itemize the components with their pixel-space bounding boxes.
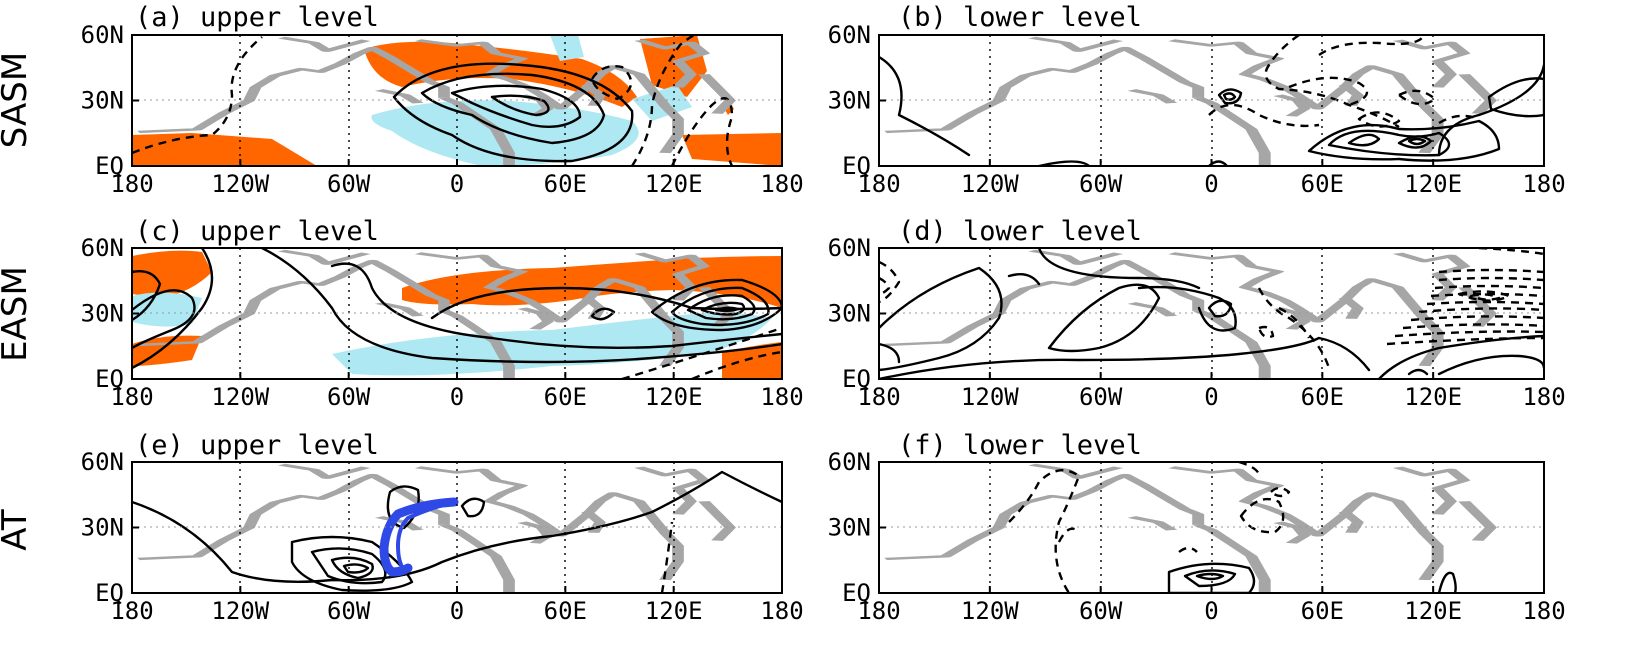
lat-tick-label: 60N [828, 448, 871, 476]
lon-tick-label: 60E [1301, 170, 1344, 198]
lon-tick-label: 180 [760, 383, 803, 411]
lat-tick-label: 60N [81, 234, 124, 262]
trajectory-path-inner [395, 500, 456, 572]
lat-tick-label: 60N [81, 448, 124, 476]
lon-tick-label: 0 [1204, 170, 1218, 198]
lat-tick-label: 60N [81, 21, 124, 49]
gridlines [132, 462, 782, 593]
lon-tick-label: 60E [1301, 383, 1344, 411]
row-label-sasm: SASM [0, 52, 35, 148]
lon-tick-label: 180 [1522, 170, 1565, 198]
lat-tick-label: EQ [95, 152, 124, 180]
lon-tick-label: 120E [645, 383, 703, 411]
panel-title-a: (a) upper level [135, 2, 379, 33]
contours [879, 248, 1544, 379]
lon-tick-label: 60E [544, 170, 587, 198]
lon-tick-label: 180 [1522, 597, 1565, 625]
lon-tick-label: 180 [857, 597, 900, 625]
lon-tick-label: 120W [211, 597, 269, 625]
lat-tick-label: 30N [828, 514, 871, 542]
panel-title-c: (c) upper level [135, 216, 379, 247]
lat-tick-label: EQ [842, 579, 871, 607]
gridlines [879, 248, 1544, 379]
coastlines [139, 465, 731, 593]
lon-tick-label: 180 [857, 170, 900, 198]
gridlines [879, 462, 1544, 593]
lon-tick-label: 180 [857, 383, 900, 411]
panel-b [878, 34, 1545, 167]
lat-tick-label: 30N [828, 300, 871, 328]
contours [1008, 462, 1457, 593]
lon-tick-label: 120W [211, 383, 269, 411]
panel-title-f: (f) lower level [898, 430, 1142, 461]
lon-tick-label: 180 [110, 383, 153, 411]
lat-tick-label: 30N [828, 87, 871, 115]
dense-dashed-contours [1386, 268, 1544, 346]
contours [132, 35, 734, 166]
lon-tick-label: 180 [760, 170, 803, 198]
lon-tick-label: 180 [1522, 383, 1565, 411]
gridlines [879, 35, 1544, 166]
lon-tick-label: 60E [544, 383, 587, 411]
panel-title-b: (b) lower level [898, 2, 1142, 33]
panel-e [131, 461, 783, 594]
lon-tick-label: 60E [1301, 597, 1344, 625]
panel-title-e: (e) upper level [135, 430, 379, 461]
lat-tick-label: 60N [828, 234, 871, 262]
lon-tick-label: 60W [327, 383, 371, 411]
panel-a [131, 34, 783, 167]
lat-tick-label: EQ [842, 365, 871, 393]
lon-tick-label: 60W [327, 170, 371, 198]
lon-tick-label: 180 [110, 170, 153, 198]
gridlines [132, 248, 782, 379]
panel-title-d: (d) lower level [898, 216, 1142, 247]
gridlines [132, 35, 782, 166]
lon-tick-label: 0 [1204, 597, 1218, 625]
lat-tick-label: EQ [95, 365, 124, 393]
lon-tick-label: 120E [1404, 383, 1462, 411]
panel-c [131, 247, 783, 380]
lon-tick-label: 60W [327, 597, 371, 625]
contours [879, 35, 1544, 166]
lon-tick-label: 120E [645, 170, 703, 198]
trajectory-path [379, 497, 459, 577]
lon-tick-label: 60E [544, 597, 587, 625]
lat-tick-label: 60N [828, 21, 871, 49]
lon-tick-label: 120W [961, 383, 1019, 411]
lon-tick-label: 60W [1079, 170, 1123, 198]
lat-tick-label: 30N [81, 87, 124, 115]
lon-tick-label: 0 [450, 597, 464, 625]
lat-tick-label: 30N [81, 300, 124, 328]
contours [132, 470, 782, 593]
lat-tick-label: EQ [842, 152, 871, 180]
lat-tick-label: EQ [95, 579, 124, 607]
lon-tick-label: 120W [961, 597, 1019, 625]
panel-f [878, 461, 1545, 594]
coastlines [886, 38, 1491, 166]
lon-tick-label: 0 [450, 170, 464, 198]
lat-tick-label: 30N [81, 514, 124, 542]
lon-tick-label: 180 [110, 597, 153, 625]
lon-tick-label: 60W [1079, 383, 1123, 411]
row-label-easm: EASM [0, 266, 35, 362]
lon-tick-label: 180 [760, 597, 803, 625]
lon-tick-label: 0 [1204, 383, 1218, 411]
lon-tick-label: 120W [211, 170, 269, 198]
row-label-at: AT [0, 509, 35, 551]
lon-tick-label: 120E [1404, 170, 1462, 198]
lon-tick-label: 120E [645, 597, 703, 625]
lon-tick-label: 60W [1079, 597, 1123, 625]
panel-d [878, 247, 1545, 380]
lon-tick-label: 0 [450, 383, 464, 411]
lon-tick-label: 120E [1404, 597, 1462, 625]
lon-tick-label: 120W [961, 170, 1019, 198]
